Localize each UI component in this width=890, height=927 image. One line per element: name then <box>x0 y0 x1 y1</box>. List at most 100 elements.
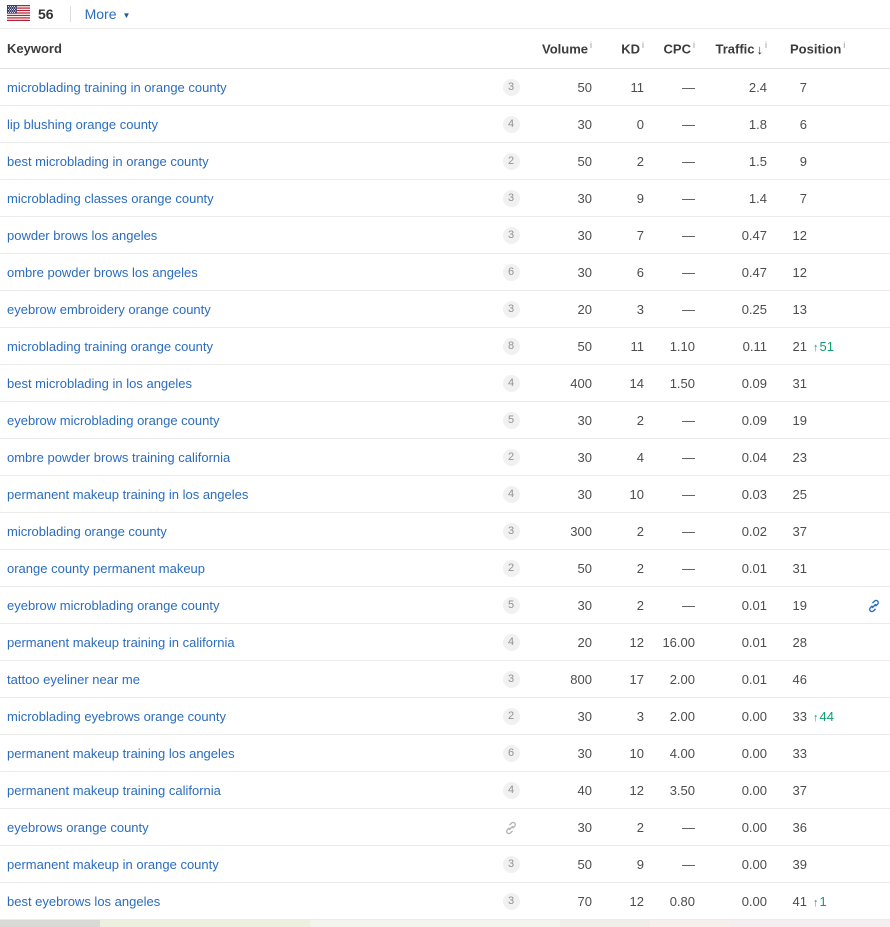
external-link-icon[interactable] <box>867 599 881 613</box>
table-row: eyebrow embroidery orange county 3 20 3 — 0.2… <box>0 291 890 328</box>
table-row: eyebrows orange county 30 2 — 0.00 36 <box>0 809 890 846</box>
kd-cell: 2 <box>636 560 644 576</box>
volume-cell: 30 <box>577 227 592 243</box>
keyword-link[interactable]: permanent makeup training in los angeles <box>7 486 249 502</box>
serp-features-badge[interactable]: 3 <box>502 523 520 540</box>
serp-features-badge[interactable]: 5 <box>502 412 520 429</box>
cpc-cell: 4.00 <box>669 745 695 761</box>
keyword-link[interactable]: eyebrow embroidery orange county <box>7 301 211 317</box>
keyword-link[interactable]: microblading eyebrows orange county <box>7 708 226 724</box>
cpc-cell: — <box>682 116 695 132</box>
traffic-cell: 0.02 <box>741 523 767 539</box>
column-header-traffic[interactable]: Traffic ↓ i <box>715 40 767 57</box>
table-row: best eyebrows los angeles 3 70 12 0.80 0.00 41… <box>0 883 890 920</box>
column-header-kd[interactable]: KD i <box>621 40 644 57</box>
traffic-cell: 0.00 <box>741 819 767 835</box>
serp-features-badge[interactable]: 6 <box>502 264 520 281</box>
serp-features-badge[interactable]: 3 <box>502 227 520 244</box>
info-icon: i <box>590 40 592 51</box>
keyword-link[interactable]: best eyebrows los angeles <box>7 893 161 909</box>
keyword-link[interactable]: permanent makeup training in california <box>7 634 235 650</box>
position-cell: 37 <box>792 782 807 798</box>
cpc-cell: 1.10 <box>669 338 695 354</box>
serp-features-badge[interactable]: 3 <box>502 893 520 910</box>
keyword-link[interactable]: orange county permanent makeup <box>7 560 206 576</box>
traffic-cell: 0.00 <box>741 708 767 724</box>
keyword-link[interactable]: ombre powder brows los angeles <box>7 264 198 280</box>
traffic-cell: 0.01 <box>741 634 767 650</box>
divider <box>69 6 71 22</box>
position-cell: 19 <box>792 412 807 428</box>
keyword-link[interactable]: microblading orange county <box>7 523 167 539</box>
keyword-link[interactable]: microblading training orange county <box>7 338 213 354</box>
serp-features-badge[interactable]: 4 <box>502 782 520 799</box>
serp-features-badge[interactable]: 4 <box>502 486 520 503</box>
keyword-link[interactable]: powder brows los angeles <box>7 227 158 243</box>
info-icon: i <box>642 40 644 51</box>
kd-cell: 2 <box>636 819 644 835</box>
keyword-link[interactable]: eyebrow microblading orange county <box>7 597 220 613</box>
kd-cell: 9 <box>636 856 644 872</box>
more-dropdown[interactable]: More ▼ <box>85 6 131 22</box>
keyword-link[interactable]: lip blushing orange county <box>7 116 159 132</box>
keyword-link[interactable]: eyebrows orange county <box>7 819 149 835</box>
serp-features-badge[interactable]: 4 <box>502 634 520 651</box>
keyword-link[interactable]: microblading training in orange county <box>7 79 227 95</box>
serp-features-badge[interactable]: 3 <box>502 301 520 318</box>
column-header-position[interactable]: Position i <box>790 40 846 57</box>
position-cell: 25 <box>792 486 807 502</box>
serp-features-badge[interactable]: 2 <box>502 708 520 725</box>
cpc-cell: 3.50 <box>669 782 695 798</box>
keyword-link[interactable]: permanent makeup training california <box>7 782 221 798</box>
strip-segment <box>0 920 100 927</box>
serp-features-badge[interactable]: 3 <box>502 190 520 207</box>
keyword-link[interactable]: permanent makeup in orange county <box>7 856 219 872</box>
serp-features-badge[interactable]: 3 <box>502 671 520 688</box>
keyword-link[interactable]: permanent makeup training los angeles <box>7 745 235 761</box>
cpc-cell: — <box>682 79 695 95</box>
cpc-cell: — <box>682 227 695 243</box>
kd-cell: 2 <box>636 153 644 169</box>
serp-features-badge[interactable]: 3 <box>502 79 520 96</box>
position-change: ↑44 <box>811 709 857 724</box>
traffic-cell: 0.00 <box>741 745 767 761</box>
chain-link-icon[interactable] <box>504 821 518 835</box>
position-cell: 9 <box>799 153 807 169</box>
keyword-link[interactable]: microblading classes orange county <box>7 190 214 206</box>
keyword-link[interactable]: ombre powder brows training california <box>7 449 231 465</box>
position-cell: 31 <box>792 375 807 391</box>
table-row: ombre powder brows training california 2 3… <box>0 439 890 476</box>
serp-features-badge[interactable]: 8 <box>502 338 520 355</box>
table-row: best microblading in los angeles 4 400 14 1.… <box>0 365 890 402</box>
serp-features-badge[interactable]: 3 <box>502 856 520 873</box>
table-row: microblading classes orange county 3 30 9 — 1… <box>0 180 890 217</box>
column-header-keyword[interactable]: Keyword <box>7 41 62 56</box>
position-cell: 28 <box>792 634 807 650</box>
volume-cell: 300 <box>570 523 592 539</box>
volume-cell: 50 <box>577 856 592 872</box>
position-cell: 21 <box>792 338 807 354</box>
serp-features-badge[interactable]: 5 <box>502 597 520 614</box>
volume-cell: 30 <box>577 264 592 280</box>
keyword-link[interactable]: best microblading in los angeles <box>7 375 192 391</box>
serp-features-badge[interactable]: 2 <box>502 449 520 466</box>
serp-features-badge[interactable]: 2 <box>502 560 520 577</box>
table-header: Keyword Volume i KD i CPC i Traffic ↓ i Posit… <box>0 29 890 69</box>
traffic-cell: 0.01 <box>741 597 767 613</box>
cpc-cell: — <box>682 301 695 317</box>
keyword-link[interactable]: tattoo eyeliner near me <box>7 671 140 687</box>
chevron-down-icon: ▼ <box>122 10 131 20</box>
column-header-volume[interactable]: Volume i <box>542 40 592 57</box>
volume-cell: 50 <box>577 153 592 169</box>
column-header-cpc[interactable]: CPC i <box>663 40 695 57</box>
keyword-link[interactable]: eyebrow microblading orange county <box>7 412 220 428</box>
kd-cell: 12 <box>629 782 644 798</box>
serp-features-badge[interactable]: 4 <box>502 375 520 392</box>
keyword-link[interactable]: best microblading in orange county <box>7 153 209 169</box>
traffic-cell: 0.47 <box>741 264 767 280</box>
position-change: ↑51 <box>811 339 857 354</box>
kd-cell: 2 <box>636 597 644 613</box>
serp-features-badge[interactable]: 2 <box>502 153 520 170</box>
serp-features-badge[interactable]: 4 <box>502 116 520 133</box>
serp-features-badge[interactable]: 6 <box>502 745 520 762</box>
